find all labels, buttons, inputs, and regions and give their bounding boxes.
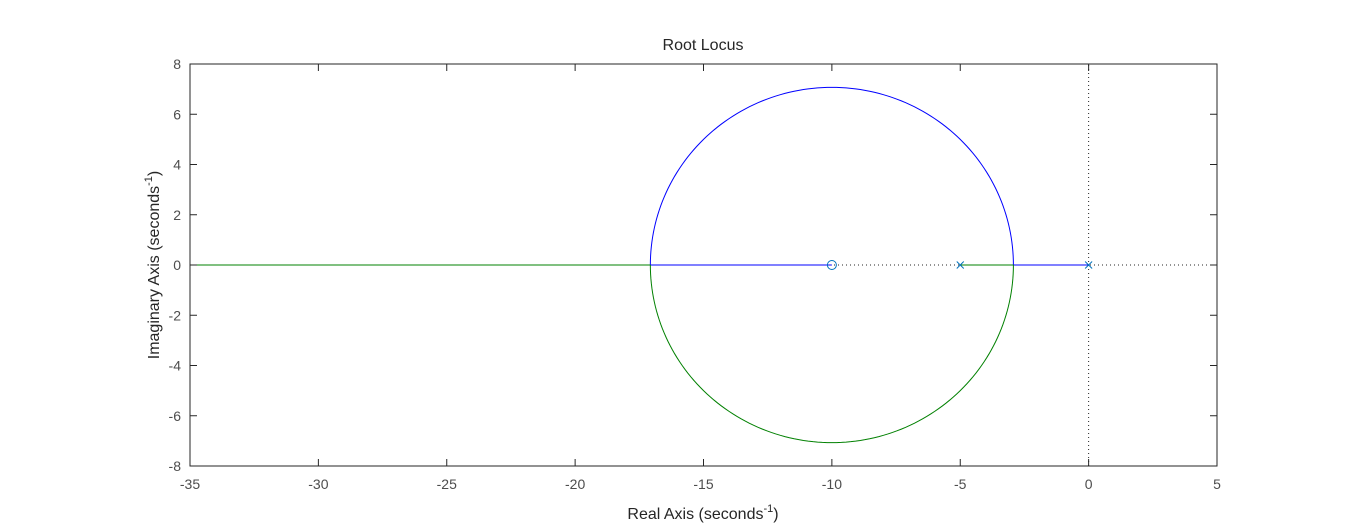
zero-marker-1 [826, 260, 837, 270]
x-tick-label: -20 [565, 476, 585, 492]
locus-branch-2-segment-2 [649, 264, 1014, 444]
y-tick-label: -2 [169, 307, 182, 323]
y-axis-title-base: Imaginary Axis (seconds [146, 186, 163, 359]
x-tick-label: -30 [308, 476, 328, 492]
y-tick-label: -6 [169, 408, 182, 424]
y-tick-label: -4 [169, 358, 182, 374]
chart-title: Root Locus [663, 37, 744, 54]
y-tick-label: -8 [169, 458, 182, 474]
y-tick-label: 4 [173, 157, 181, 173]
x-axis-ticks: -35 -30 -25 -20 -15 -10 -5 0 5 [180, 64, 1221, 492]
y-axis-title-sup: -1 [143, 176, 155, 186]
x-tick-label: 0 [1085, 476, 1093, 492]
y-axis-ticks: -8 -6 -4 -2 0 2 4 6 8 [169, 56, 1217, 474]
locus-branches [190, 86, 1089, 444]
y-tick-label: 2 [173, 207, 181, 223]
pole-marker-1 [1084, 261, 1093, 269]
y-tick-label: 8 [173, 56, 181, 72]
x-tick-label: -35 [180, 476, 200, 492]
x-tick-label: -5 [954, 476, 967, 492]
x-axis-title-sup: -1 [763, 503, 773, 515]
y-axis-title-tail: ) [146, 171, 163, 176]
pole-marker-stroke-b [1084, 261, 1093, 269]
x-axis-title-base: Real Axis (seconds [627, 506, 763, 523]
x-axis-title: Real Axis (seconds-1) [627, 503, 778, 523]
x-tick-label: 5 [1213, 476, 1221, 492]
y-tick-label: 0 [173, 257, 181, 273]
x-tick-label: -25 [437, 476, 457, 492]
y-axis-title: Imaginary Axis (seconds-1) [143, 171, 163, 360]
x-tick-label: -15 [693, 476, 713, 492]
pole-marker-stroke-b [956, 261, 965, 269]
y-tick-label: 6 [173, 106, 181, 122]
locus-branch-1-segment-2 [649, 86, 1014, 266]
x-tick-label: -10 [822, 476, 842, 492]
pole-marker-2 [956, 261, 965, 269]
x-axis-title-tail: ) [773, 506, 778, 523]
pole-zero-markers [826, 260, 1093, 270]
